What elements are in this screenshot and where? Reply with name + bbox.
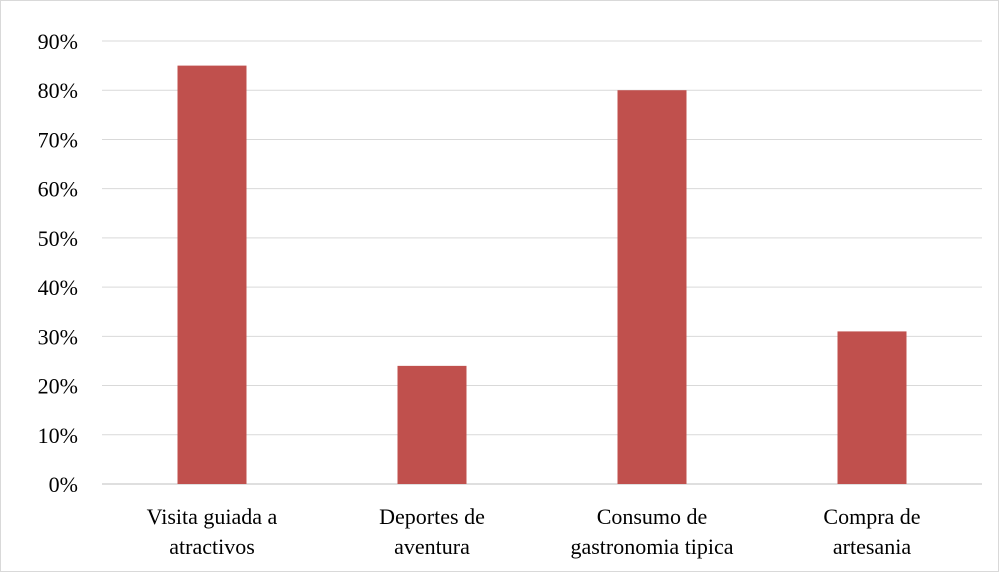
x-axis-categories: Visita guiada a atractivos Deportes de aven… (147, 504, 921, 559)
x-category-label: Compra de (823, 504, 920, 529)
x-category-label: aventura (394, 534, 470, 559)
y-tick-label: 90% (38, 29, 78, 54)
x-category-label: Consumo de (597, 504, 708, 529)
x-category-label: Deportes de (379, 504, 485, 529)
x-category-label: gastronomia tipica (570, 534, 733, 559)
y-tick-label: 80% (38, 78, 78, 103)
y-axis-ticks: 0% 10% 20% 30% 40% 50% 60% 70% 80% 90% (38, 29, 78, 497)
bar (617, 90, 687, 484)
x-category-label: Visita guiada a (147, 504, 278, 529)
y-tick-label: 50% (38, 226, 78, 251)
y-tick-label: 40% (38, 275, 78, 300)
bar (177, 65, 247, 484)
y-tick-label: 60% (38, 177, 78, 202)
y-tick-label: 70% (38, 127, 78, 152)
bar (397, 365, 467, 484)
y-tick-label: 20% (38, 374, 78, 399)
bars (177, 65, 907, 484)
y-tick-label: 10% (38, 423, 78, 448)
y-tick-label: 0% (49, 472, 78, 497)
x-category-label: atractivos (169, 534, 255, 559)
gridlines (102, 40, 982, 485)
x-category-label: artesania (833, 534, 911, 559)
y-tick-label: 30% (38, 324, 78, 349)
bar (837, 331, 907, 484)
